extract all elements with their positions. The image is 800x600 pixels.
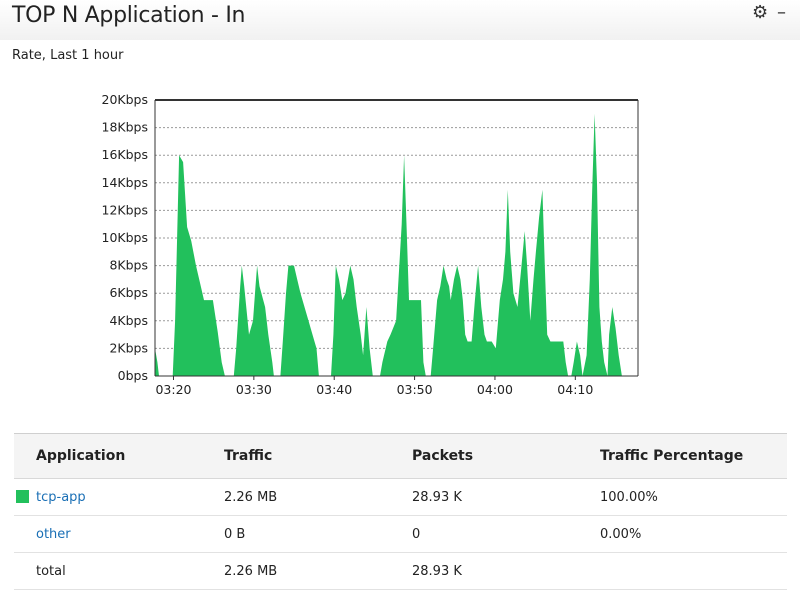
y-tick-label: 16Kbps [102,147,148,162]
packets-cell: 28.93 K [412,552,600,590]
y-tick-label: 18Kbps [102,120,148,135]
x-tick-label: 04:00 [477,382,513,397]
table-row: tcp-app 2.26 MB 28.93 K 100.00% [14,478,787,516]
gear-icon[interactable]: ⚙ [752,2,769,23]
minimize-icon[interactable]: – [777,2,786,23]
app-cell: other [14,515,224,553]
tcp-app-area [155,113,638,377]
packets-cell: 0 [412,515,600,553]
y-tick-label: 4Kbps [109,313,148,328]
traffic-chart: 0bps 2Kbps 4Kbps 6Kbps 8Kbps 10Kbps 12Kbps 14Kb… [102,92,639,397]
legend-swatch [16,489,29,503]
widget-title: TOP N Application - In [12,3,246,28]
percentage-cell: 100.00% [600,478,787,516]
y-axis-ticks: 0bps 2Kbps 4Kbps 6Kbps 8Kbps 10Kbps 12Kbps 14Kb… [102,92,148,383]
table-row-total: total 2.26 MB 28.93 K [14,552,787,590]
y-tick-label: 20Kbps [102,92,148,107]
app-cell: tcp-app [14,478,224,516]
traffic-cell: 2.26 MB [224,478,412,516]
application-table: Application Traffic Packets Traffic Perc… [14,433,787,590]
x-tick-label: 03:50 [397,382,433,397]
table-row: other 0 B 0 0.00% [14,515,787,553]
column-header-packets[interactable]: Packets [412,433,600,479]
chart-axes [154,99,639,377]
widget-header [0,0,800,40]
y-tick-label: 14Kbps [102,175,148,190]
packets-cell: 28.93 K [412,478,600,516]
traffic-cell: 0 B [224,515,412,553]
y-tick-label: 0bps [118,368,148,383]
app-cell: total [14,552,224,590]
app-link-tcp-app[interactable]: tcp-app [36,489,86,505]
y-tick-label: 2Kbps [109,340,148,355]
y-tick-label: 10Kbps [102,230,148,245]
y-tick-label: 12Kbps [102,202,148,217]
percentage-cell [600,552,787,590]
column-header-traffic[interactable]: Traffic [224,433,412,479]
y-tick-label: 8Kbps [109,258,148,273]
percentage-cell: 0.00% [600,515,787,553]
y-tick-label: 6Kbps [109,285,148,300]
x-axis-ticks: 03:20 03:30 03:40 03:50 04:00 04:10 [155,376,593,397]
table-header-row: Application Traffic Packets Traffic Perc… [14,433,787,479]
x-tick-label: 03:40 [316,382,352,397]
time-range-label: Rate, Last 1 hour [12,48,124,63]
column-header-application[interactable]: Application [14,433,224,479]
traffic-cell: 2.26 MB [224,552,412,590]
x-tick-label: 03:20 [155,382,191,397]
x-tick-label: 04:10 [557,382,593,397]
app-link-other[interactable]: other [36,526,71,542]
x-tick-label: 03:30 [236,382,272,397]
column-header-traffic-percentage[interactable]: Traffic Percentage [600,433,787,479]
